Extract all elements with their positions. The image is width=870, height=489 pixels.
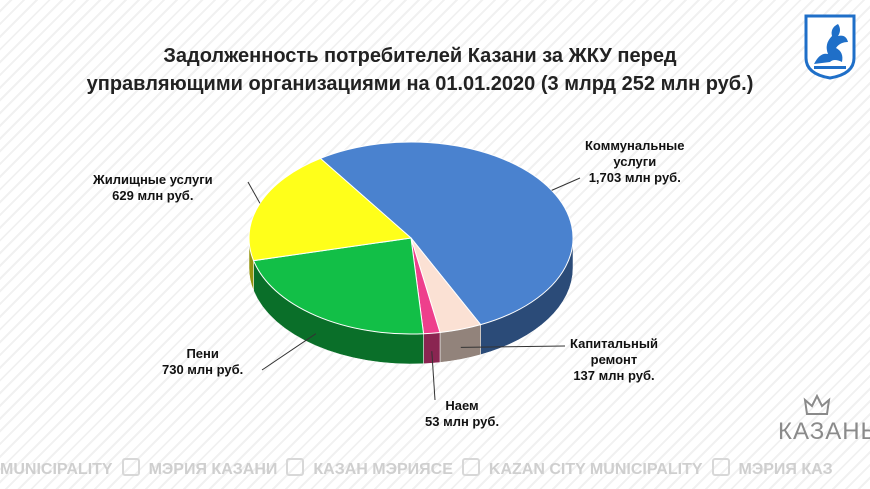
footer-text-5: МЭРИЯ КАЗ	[738, 461, 833, 478]
label-kapremont: Капитальный ремонт 137 млн руб.	[570, 336, 658, 384]
label-zhilishchnye: Жилищные услуги 629 млн руб.	[93, 172, 213, 204]
label-kommunalnye-value: 1,703 млн руб.	[588, 170, 681, 185]
footer-text-1: MUNICIPALITY	[0, 461, 113, 478]
leader-line-peni	[261, 333, 317, 371]
chart-title-line-1: Задолженность потребителей Казани за ЖКУ…	[163, 45, 677, 67]
chart-title-line-2: управляющими организациями на 01.01.2020…	[86, 73, 754, 95]
label-kapremont-value: 137 млн руб.	[573, 368, 655, 383]
emblem-icon	[461, 458, 480, 476]
label-kapremont-line-2: ремонт	[590, 352, 638, 367]
label-peni-value: 730 млн руб.	[162, 362, 244, 377]
footer-text-4: KAZAN CITY MUNICIPALITY	[488, 461, 703, 478]
emblem-icon	[121, 458, 140, 476]
leader-line-kapremont	[460, 345, 566, 348]
label-peni: Пени 730 млн руб.	[162, 346, 243, 378]
leader-lines	[247, 177, 581, 401]
leader-line-kommunalnye	[551, 177, 581, 191]
label-zhilishchnye-name: Жилищные услуги	[93, 172, 213, 187]
label-naem-value: 53 млн руб.	[425, 414, 500, 429]
emblem-icon	[711, 458, 730, 476]
label-kapremont-line-1: Капитальный	[570, 336, 658, 351]
leader-line-zhilishchnye	[247, 181, 261, 204]
crown-icon	[803, 394, 831, 415]
pie-slice-peni	[252, 237, 425, 335]
label-zhilishchnye-value: 629 млн руб.	[112, 188, 194, 203]
footer-text-3: КАЗАН МЭРИЯСЕ	[313, 461, 453, 478]
label-naem: Наем 53 млн руб.	[425, 398, 499, 430]
emblem-icon	[286, 458, 305, 476]
footer-text-2: МЭРИЯ КАЗАНИ	[148, 461, 278, 478]
label-peni-name: Пени	[186, 346, 219, 361]
chart-title: Задолженность потребителей Казани за ЖКУ…	[20, 42, 820, 98]
label-kommunalnye-line-2: услуги	[613, 154, 657, 169]
pie-side-naem	[423, 332, 441, 364]
kazan-emblem-icon	[804, 14, 856, 80]
label-kommunalnye-line-1: Коммунальные	[585, 138, 685, 153]
label-kommunalnye: Коммунальные услуги 1,703 млн руб.	[585, 138, 685, 186]
footer-watermark: MUNICIPALITY МЭРИЯ КАЗАНИ КАЗАН МЭРИЯСЕ KAZ…	[0, 457, 870, 483]
leader-line-naem	[431, 351, 436, 401]
kazan-brand-logo: КАЗАНЬ	[778, 418, 870, 445]
pie-slice-zhilishchnye	[248, 157, 413, 262]
label-naem-name: Наем	[445, 398, 479, 413]
pie-slice-kommunalnye	[319, 141, 574, 326]
pie-3d	[248, 141, 574, 365]
